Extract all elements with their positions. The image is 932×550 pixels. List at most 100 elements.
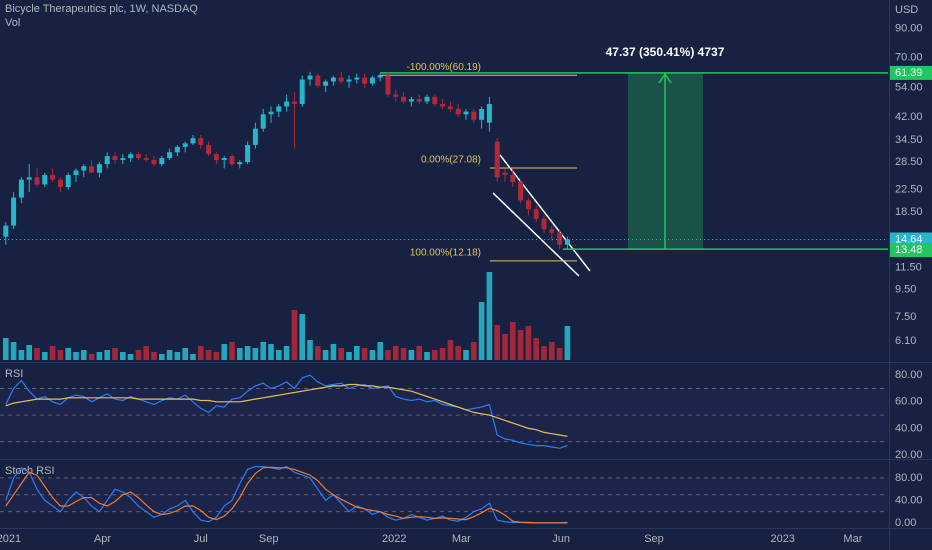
y-tick-label: 40.00: [895, 494, 923, 506]
x-tick-label: Mar: [452, 533, 471, 545]
candle-body: [291, 101, 297, 104]
candle-body: [541, 218, 547, 230]
volume-bar: [525, 326, 532, 360]
y-tick-label: 11.50: [895, 261, 922, 273]
target-price-label-bg: [890, 65, 932, 80]
volume-bar: [486, 272, 493, 360]
volume-bar: [26, 345, 33, 360]
candle-body: [447, 106, 453, 110]
volume-bar: [88, 354, 95, 360]
volume-bar: [494, 325, 501, 360]
candle-body: [416, 99, 422, 102]
volume-bar: [338, 348, 345, 360]
fib-label: -100.00%(60.19): [407, 62, 482, 73]
volume-bar: [315, 346, 321, 360]
x-tick-label: Apr: [94, 533, 111, 545]
volume-bar: [400, 348, 407, 360]
x-tick-label: Jul: [194, 533, 208, 545]
candle-body: [96, 164, 102, 173]
candle-body: [18, 179, 24, 198]
candle-body: [299, 79, 305, 104]
candle-body: [190, 138, 196, 144]
candle-body: [120, 158, 126, 161]
volume-bar: [213, 352, 220, 360]
candle-body: [408, 99, 414, 102]
y-tick-label: 80.00: [895, 369, 923, 381]
y-tick-label: 22.50: [895, 183, 923, 195]
candle-body: [385, 75, 391, 95]
candle-body: [159, 158, 165, 165]
y-axis-label: USD: [895, 4, 918, 16]
volume-bar: [112, 348, 118, 360]
candle-body: [182, 143, 188, 147]
volume-bar: [330, 344, 337, 360]
volume-bar: [166, 350, 173, 360]
candle-body: [362, 77, 368, 84]
volume-bar: [96, 352, 103, 360]
candle-body: [128, 154, 134, 159]
candle-body: [284, 101, 290, 107]
x-tick-label: Sep: [259, 533, 279, 545]
candle-body: [57, 179, 63, 187]
entry-price-label-bg: [890, 243, 932, 258]
candle-body: [463, 111, 469, 115]
candle-body: [510, 175, 516, 183]
position-label: 47.37 (350.41%) 4737: [606, 45, 725, 59]
candle-body: [174, 146, 180, 153]
fib-label: 0.00%(27.08): [421, 155, 481, 166]
volume-bar: [143, 346, 150, 360]
stoch-rsi-title: Stoch RSI: [5, 465, 55, 477]
volume-bar: [463, 350, 469, 360]
candle-body: [260, 114, 266, 129]
candle-body: [50, 175, 56, 180]
candle-body: [26, 177, 32, 180]
candle-body: [440, 103, 446, 107]
candle-body: [229, 156, 235, 165]
volume-bar: [408, 350, 415, 360]
candle-body: [151, 160, 157, 165]
candle-body: [206, 145, 212, 155]
volume-title: Vol: [5, 17, 20, 29]
candle-body: [167, 152, 173, 159]
candle-body: [65, 175, 71, 187]
volume-bar: [276, 350, 282, 360]
candle-body: [221, 158, 227, 161]
volume-bar: [135, 350, 142, 360]
candle-body: [237, 162, 243, 165]
candle-body: [315, 75, 321, 86]
chart-title: Bicycle Therapeutics plc, 1W, NASDAQ: [5, 3, 198, 15]
volume-bar: [322, 350, 329, 360]
x-tick-label: 2021: [0, 533, 21, 545]
candle-body: [549, 229, 555, 233]
candle-body: [564, 239, 570, 245]
volume-bar: [291, 310, 298, 360]
volume-bar: [346, 352, 352, 360]
volume-bar: [190, 354, 196, 360]
volume-bar: [556, 348, 563, 360]
candle-body: [3, 225, 9, 237]
volume-bar: [478, 302, 485, 360]
volume-bar: [174, 352, 181, 360]
volume-bar: [120, 352, 126, 360]
candle-body: [307, 75, 313, 80]
candle-body: [479, 109, 485, 120]
volume-bar: [260, 342, 267, 360]
volume-bar: [244, 346, 251, 360]
volume-bar: [252, 348, 259, 360]
y-tick-label: 6.10: [895, 335, 916, 347]
y-tick-label: 40.00: [895, 422, 923, 434]
y-tick-label: 80.00: [895, 472, 923, 484]
y-tick-label: 70.00: [895, 52, 923, 64]
volume-bar: [549, 342, 555, 360]
candle-body: [34, 177, 40, 185]
last-price-label-bg: [890, 232, 932, 247]
volume-bar: [432, 350, 438, 360]
y-tick-label: 42.00: [895, 111, 923, 123]
rsi-title: RSI: [5, 368, 23, 380]
volume-bar: [424, 352, 430, 360]
candle-body: [393, 94, 399, 97]
indicator-line: [5, 465, 568, 524]
volume-bar: [455, 346, 462, 360]
y-tick-label: 34.50: [895, 134, 923, 146]
